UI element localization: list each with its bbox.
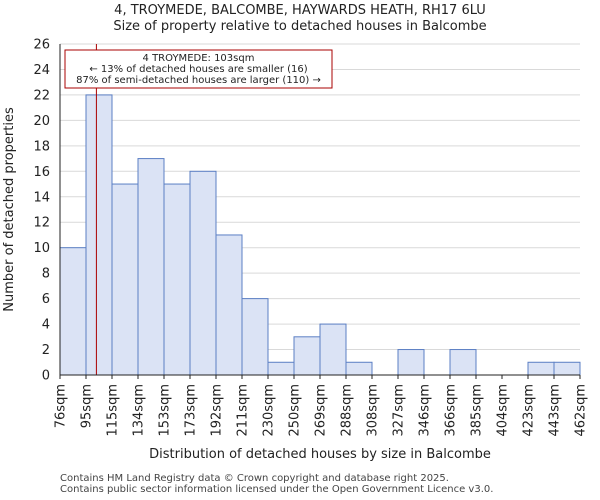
x-tick-labels: 76sqm 95sqm 115sqm 134sqm 153sqm 173sqm 192sqm…	[54, 375, 589, 437]
x-tick-label: 308sqm	[366, 384, 381, 437]
x-tick-label: 95sqm	[80, 384, 95, 428]
footer-copyright: Contains HM Land Registry data © Crown c…	[60, 473, 449, 484]
x-axis-label: Distribution of detached houses by size …	[149, 447, 491, 462]
bar	[189, 170, 217, 376]
y-tick-label: 16	[33, 165, 50, 180]
x-tick-label: 366sqm	[444, 384, 459, 437]
bar	[527, 361, 555, 376]
bars	[59, 94, 581, 376]
bar	[397, 349, 425, 376]
x-tick-label: 443sqm	[548, 384, 563, 437]
x-tick-label: 462sqm	[574, 384, 589, 437]
y-axis-label: Number of detached properties	[2, 107, 17, 312]
bar	[293, 336, 321, 376]
y-tick-label: 24	[33, 63, 50, 78]
y-tick-label: 22	[33, 88, 50, 103]
annotation-box: 4 TROYMEDE: 103sqm ← 13% of detached hou…	[64, 49, 333, 89]
x-tick-label: 153sqm	[158, 384, 173, 437]
x-tick-label: 211sqm	[236, 384, 251, 437]
x-tick-label: 385sqm	[470, 384, 485, 437]
annotation-frame	[64, 49, 333, 89]
bar	[449, 349, 477, 376]
x-tick-label: 404sqm	[496, 384, 511, 437]
y-tick-label: 14	[33, 190, 50, 205]
bar	[319, 323, 347, 376]
y-tick-label: 4	[42, 318, 50, 333]
x-tick-label: 192sqm	[210, 384, 225, 437]
x-tick-label: 173sqm	[184, 384, 199, 437]
bar	[215, 234, 243, 376]
annotation-title: 4 TROYMEDE: 103sqm	[143, 53, 255, 64]
y-tick-label: 6	[42, 292, 50, 307]
annotation-smaller: ← 13% of detached houses are smaller (16…	[89, 64, 307, 75]
x-tick-label: 76sqm	[54, 384, 69, 428]
y-tick-label: 10	[33, 241, 50, 256]
x-tick-label: 250sqm	[288, 384, 303, 437]
y-tick-label: 8	[42, 267, 50, 282]
chart-title: Size of property relative to detached ho…	[113, 19, 487, 34]
y-tick-label: 18	[33, 139, 50, 154]
y-tick-label: 0	[42, 369, 50, 384]
x-tick-label: 327sqm	[392, 384, 407, 437]
bar	[345, 361, 373, 376]
bar	[137, 158, 165, 376]
bar	[163, 183, 191, 376]
x-tick-label: 346sqm	[418, 384, 433, 437]
x-tick-label: 115sqm	[106, 384, 121, 437]
y-tick-label: 2	[42, 343, 50, 358]
x-tick-label: 134sqm	[132, 384, 147, 437]
bar	[267, 361, 295, 376]
bar	[59, 247, 87, 376]
x-tick-label: 269sqm	[314, 384, 329, 437]
y-tick-label: 12	[33, 216, 50, 231]
x-tick-label: 423sqm	[522, 384, 537, 437]
bar	[111, 183, 139, 376]
y-tick-label: 20	[33, 114, 50, 129]
footer-licence: Contains public sector information licen…	[60, 484, 494, 495]
bar	[241, 298, 269, 376]
bar	[85, 94, 113, 376]
x-tick-label: 288sqm	[340, 384, 355, 437]
chart-title-address: 4, TROYMEDE, BALCOMBE, HAYWARDS HEATH, R…	[114, 3, 486, 18]
y-tick-label: 26	[33, 38, 50, 53]
x-tick-label: 230sqm	[262, 384, 277, 437]
bar	[553, 361, 581, 376]
annotation-larger: 87% of semi-detached houses are larger (…	[76, 75, 321, 86]
